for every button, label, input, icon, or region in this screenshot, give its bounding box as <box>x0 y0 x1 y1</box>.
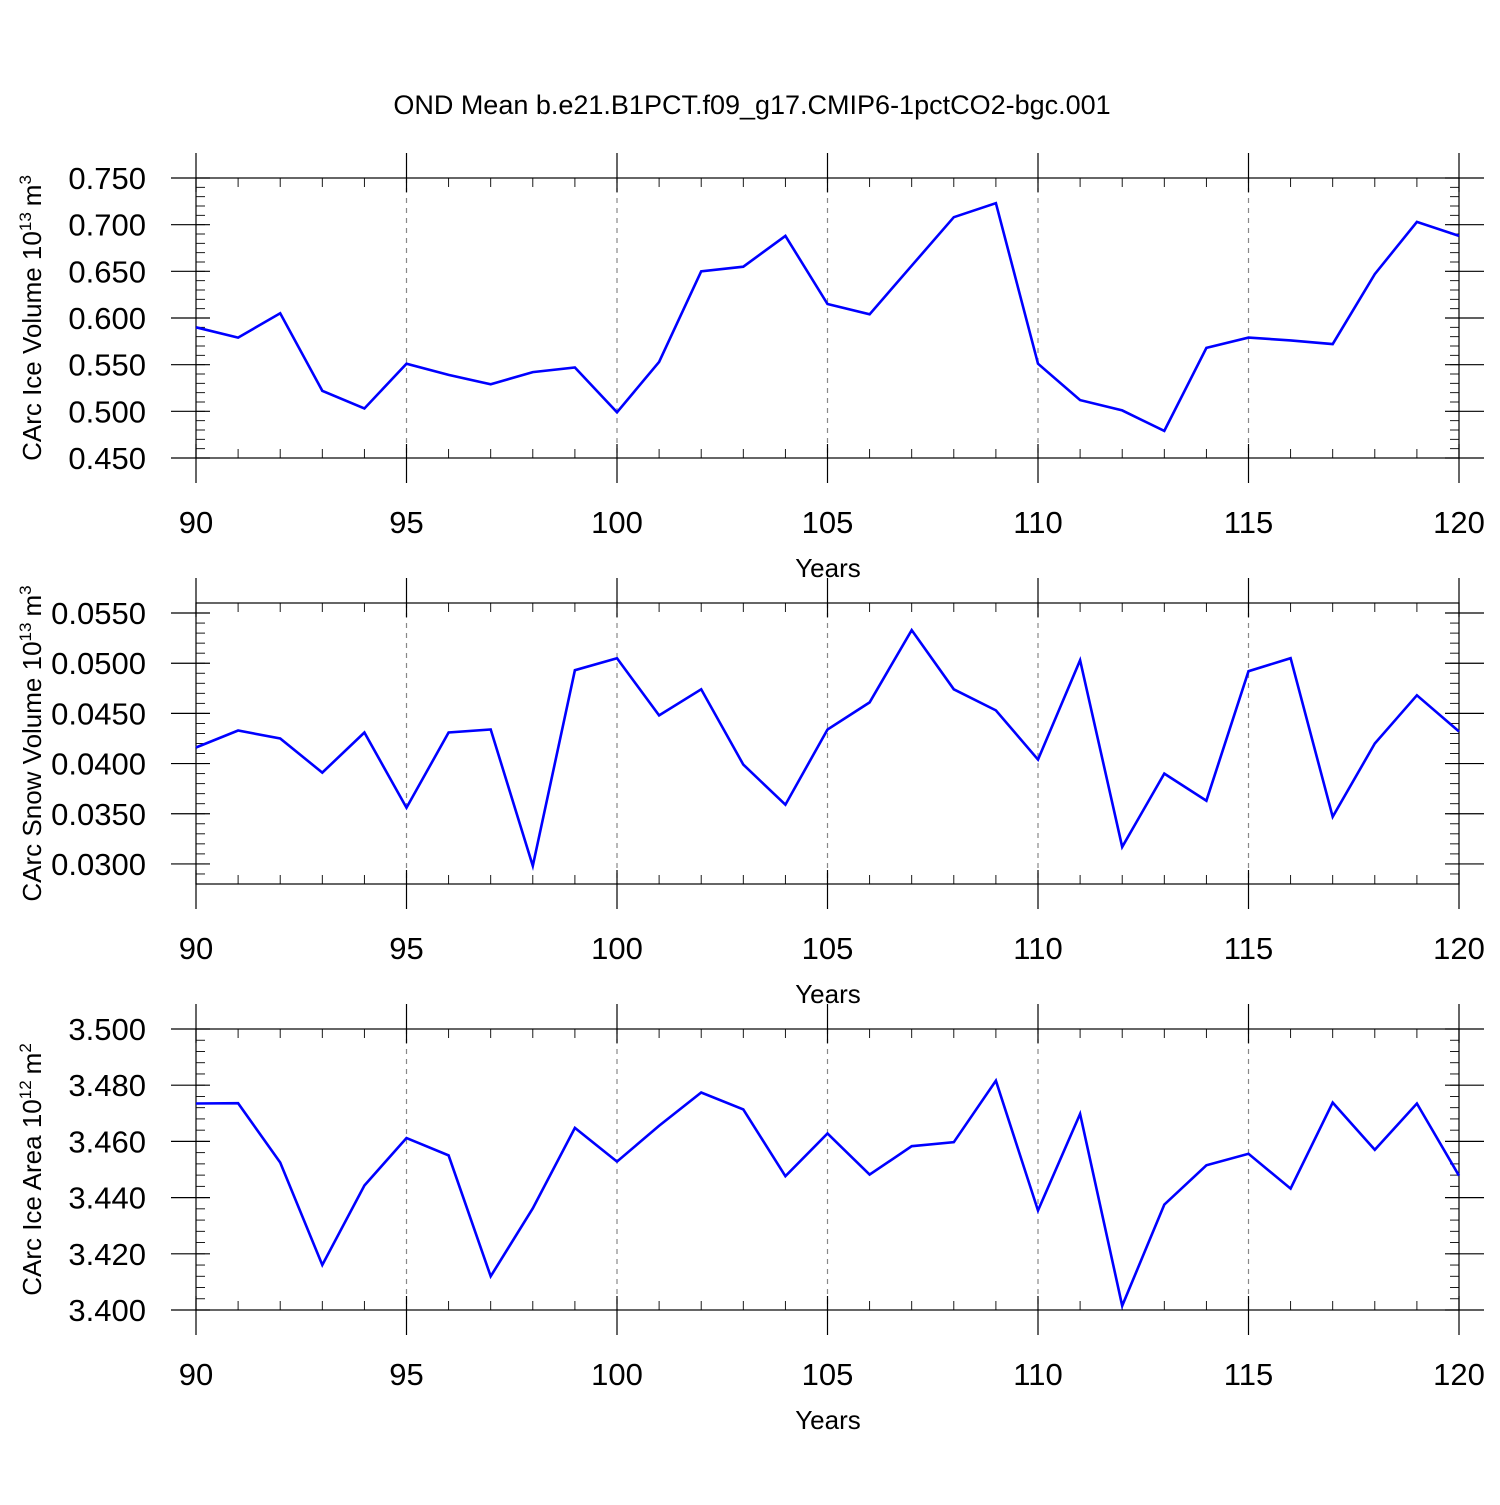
x-tick-label: 115 <box>1224 1357 1273 1392</box>
x-tick-label: 120 <box>1433 931 1485 966</box>
chart-panel-1: 0.450 0.500 0.550 0.600 0.650 0.700 0.750 90 95 1… <box>16 153 1485 583</box>
y-axis-title-part: m <box>17 1053 47 1075</box>
y-axis-title-part: CArc Ice Area 10 <box>17 1099 47 1296</box>
x-tick-label: 90 <box>179 931 213 966</box>
y-axis-title: CArc Ice Volume 1013 m3 <box>16 175 47 461</box>
x-tick-label: 100 <box>591 505 643 540</box>
y-tick-label: 0.0300 <box>51 847 146 882</box>
y-axis-title-part: CArc Ice Volume 10 <box>17 231 47 461</box>
y-tick-label: 0.500 <box>68 394 146 429</box>
y-axis-title-part: m <box>17 595 47 617</box>
x-tick-label: 110 <box>1013 931 1062 966</box>
y-tick-label: 3.480 <box>68 1068 146 1103</box>
y-tick-label: 0.0350 <box>51 797 146 832</box>
y-axis-title-part: m <box>17 185 47 207</box>
y-tick-label: 0.650 <box>68 254 146 289</box>
x-tick-label: 115 <box>1224 505 1273 540</box>
plot-frame <box>195 177 1460 459</box>
y-tick-label: 0.0400 <box>51 747 146 782</box>
y-tick-label: 0.600 <box>68 301 146 336</box>
x-tick-label: 110 <box>1013 505 1062 540</box>
figure-title: OND Mean b.e21.B1PCT.f09_g17.CMIP6-1pctC… <box>393 90 1110 120</box>
y-axis-title-part: CArc Snow Volume 10 <box>17 641 47 901</box>
x-tick-label: 95 <box>389 931 423 966</box>
y-axis-title: CArc Ice Area 1012 m2 <box>16 1043 47 1296</box>
plot-frame <box>195 602 1460 885</box>
y-tick-label: 0.450 <box>68 441 146 476</box>
y-axis-title-superscript: 12 <box>16 1080 35 1099</box>
y-tick-label: 0.0450 <box>51 696 146 731</box>
data-series-line <box>195 201 1460 433</box>
y-axis-title-superscript: 3 <box>16 585 35 594</box>
y-axis-title-superscript: 13 <box>16 212 35 231</box>
y-axis-title-superscript: 13 <box>16 623 35 642</box>
x-tick-label: 120 <box>1433 1357 1485 1392</box>
x-tick-label: 90 <box>179 1357 213 1392</box>
x-tick-label: 95 <box>389 1357 423 1392</box>
y-tick-label: 0.0550 <box>51 596 146 631</box>
x-tick-label: 100 <box>591 931 643 966</box>
y-tick-label: 3.500 <box>68 1012 146 1047</box>
y-axis-title: CArc Snow Volume 1013 m3 <box>16 585 47 901</box>
y-axis-title-superscript: 3 <box>16 175 35 184</box>
y-tick-label: 3.460 <box>68 1124 146 1159</box>
x-tick-label: 120 <box>1433 505 1485 540</box>
x-tick-label: 105 <box>802 1357 854 1392</box>
x-axis-title: Years <box>795 1405 861 1435</box>
x-tick-label: 95 <box>389 505 423 540</box>
y-tick-label: 3.400 <box>68 1293 146 1328</box>
data-series-line <box>195 1077 1461 1311</box>
x-tick-label: 105 <box>802 931 854 966</box>
chart-panel-2: 0.0300 0.0350 0.0400 0.0450 0.0500 0.0550 90 95… <box>16 578 1485 1009</box>
y-tick-label: 0.700 <box>68 208 146 243</box>
y-tick-label: 0.550 <box>68 348 146 383</box>
x-tick-label: 90 <box>179 505 213 540</box>
data-series-line <box>195 627 1460 872</box>
x-tick-label: 100 <box>591 1357 643 1392</box>
chart-panel-3: 3.400 3.420 3.440 3.460 3.480 3.500 90 95 100 105… <box>16 1004 1485 1435</box>
plot-frame <box>195 1028 1460 1311</box>
y-tick-label: 3.420 <box>68 1237 146 1272</box>
y-tick-label: 0.0500 <box>51 646 146 681</box>
x-tick-label: 105 <box>802 505 854 540</box>
y-axis-title-superscript: 2 <box>16 1043 35 1052</box>
x-tick-label: 115 <box>1224 931 1273 966</box>
y-tick-label: 3.440 <box>68 1181 146 1216</box>
x-tick-label: 110 <box>1013 1357 1062 1392</box>
y-tick-label: 0.750 <box>68 161 146 196</box>
